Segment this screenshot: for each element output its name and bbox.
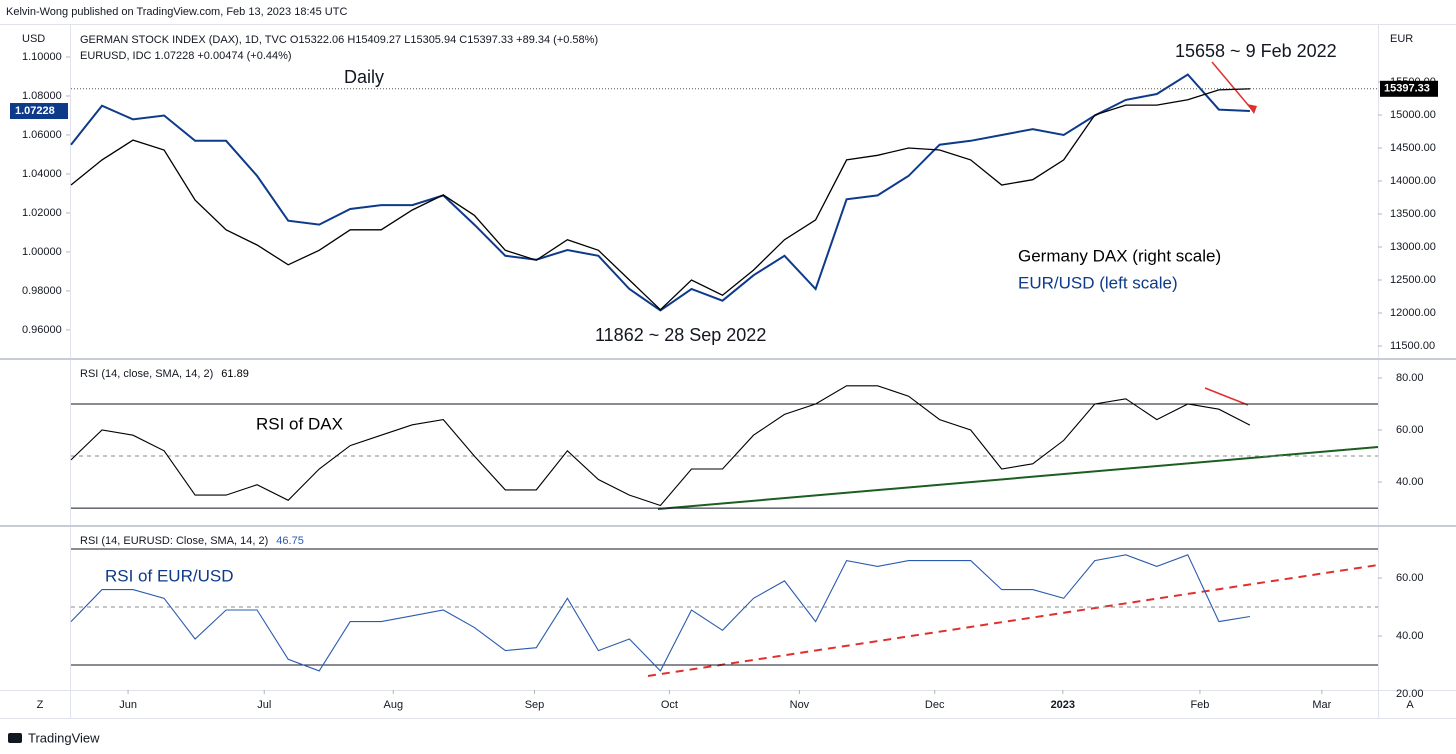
series-name: EUR/USD (left scale) [1018,273,1178,292]
arrow-head [1247,104,1257,114]
y2-tick-label: 14500.00 [1390,142,1436,154]
x-tick-label: Oct [661,699,678,711]
a-button[interactable]: A [1406,699,1414,711]
y-tick-label: 1.10000 [22,51,62,63]
legend-text: GERMAN STOCK INDEX (DAX), 1D, TVC O15322… [80,34,598,46]
x-tick-label: Jun [119,699,137,711]
price-tag-label: 1.07228 [15,105,55,117]
brand: TradingView [28,730,100,745]
trend-line [647,564,1379,677]
panel-separator [0,358,1456,360]
annotation: Daily [344,67,384,87]
divergence-line [1204,387,1249,406]
frame-left [70,24,71,718]
indicator-value: 61.89 [221,368,249,380]
annotation: 15658 ~ 9 Feb 2022 [1175,41,1337,61]
x-tick-label: Sep [525,699,545,711]
price-tag [10,103,68,120]
attribution: Kelvin-Wong published on TradingView.com… [6,6,347,18]
series-name: Germany DAX (right scale) [1018,246,1221,265]
x-tick-label: Jul [257,699,271,711]
y2-tick-label: 14000.00 [1390,175,1436,187]
y2-tick-label: 11500.00 [1390,340,1435,352]
panel-title: RSI (14, EURUSD: Close, SMA, 14, 2) 46.75 [80,535,304,547]
x-tick-label: Nov [790,699,810,711]
y-tick-label: 80.00 [1396,372,1424,384]
y2-tick-label: 12500.00 [1390,274,1436,286]
series-line [70,554,1250,672]
price-tag-label: 15397.33 [1384,83,1430,95]
y-tick-label: 60.00 [1396,572,1424,584]
trend-line [657,446,1379,510]
right-unit: EUR [1390,33,1413,45]
annotation: RSI of DAX [256,414,343,433]
series-line [70,385,1251,507]
y-tick-label: 40.00 [1396,476,1424,488]
indicator-name: RSI (14, EURUSD: Close, SMA, 14, 2) [80,535,268,547]
y2-tick-label: 13000.00 [1390,241,1436,253]
y-tick-label: 0.98000 [22,285,62,297]
arrow-line [1211,61,1255,113]
indicator-value: 46.75 [276,535,304,547]
y-tick-label: 1.00000 [22,246,62,258]
left-unit: USD [22,33,45,45]
x-tick-label: Dec [925,699,945,711]
panel-title: RSI (14, close, SMA, 14, 2) 61.89 [80,368,249,380]
indicator-name: RSI (14, close, SMA, 14, 2) [80,368,213,380]
legend-text: EURUSD, IDC 1.07228 +0.00474 (+0.44%) [80,50,292,62]
brand-logo [8,733,22,743]
y2-tick-label: 13500.00 [1390,208,1436,220]
x-tick-label: Feb [1190,699,1209,711]
axis-line [0,718,1456,719]
y-tick-label: 1.06000 [22,129,62,141]
series-line [70,88,1250,311]
y-tick-label: 20.00 [1396,688,1424,700]
x-tick-label: Mar [1312,699,1331,711]
y-tick-label: 1.04000 [22,168,62,180]
frame-right [1378,24,1379,718]
y-tick-label: 0.96000 [22,324,62,336]
x-tick-label: 2023 [1051,699,1075,711]
y-tick-label: 60.00 [1396,424,1424,436]
panel-separator [0,525,1456,527]
x-tick-label: Aug [384,699,404,711]
price-tag [1380,80,1438,97]
annotation: RSI of EUR/USD [105,566,233,585]
annotation: 11862 ~ 28 Sep 2022 [595,325,766,345]
y-tick-label: 40.00 [1396,630,1424,642]
y-tick-label: 1.02000 [22,207,62,219]
y-tick-label: 1.08000 [22,90,62,102]
y2-tick-label: 12000.00 [1390,307,1436,319]
frame-top [0,24,1456,25]
z-button[interactable]: Z [37,699,44,711]
axis-line [0,690,1456,691]
y2-tick-label: 15000.00 [1390,109,1436,121]
